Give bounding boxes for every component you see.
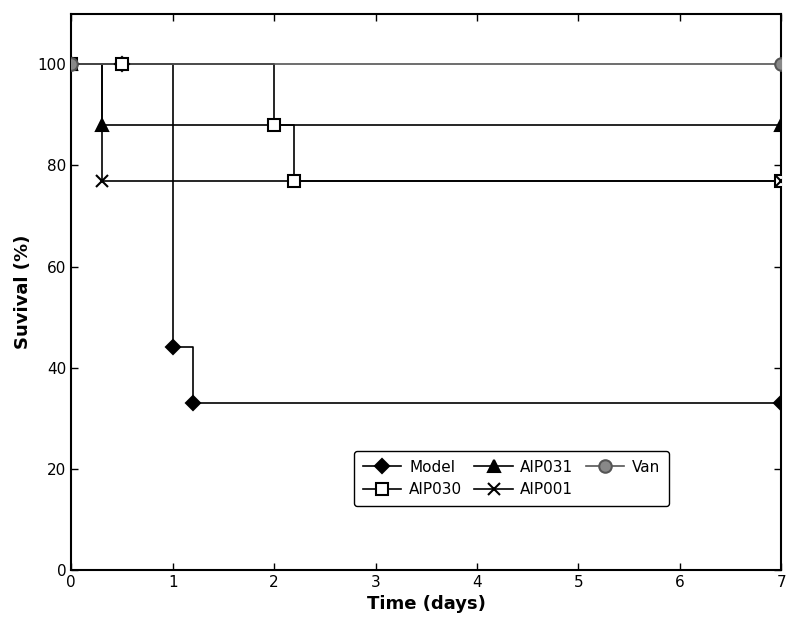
X-axis label: Time (days): Time (days) <box>367 595 486 613</box>
Y-axis label: Suvival (%): Suvival (%) <box>14 234 32 349</box>
Legend: Model, AIP030, AIP031, AIP001, Van: Model, AIP030, AIP031, AIP001, Van <box>354 451 669 507</box>
